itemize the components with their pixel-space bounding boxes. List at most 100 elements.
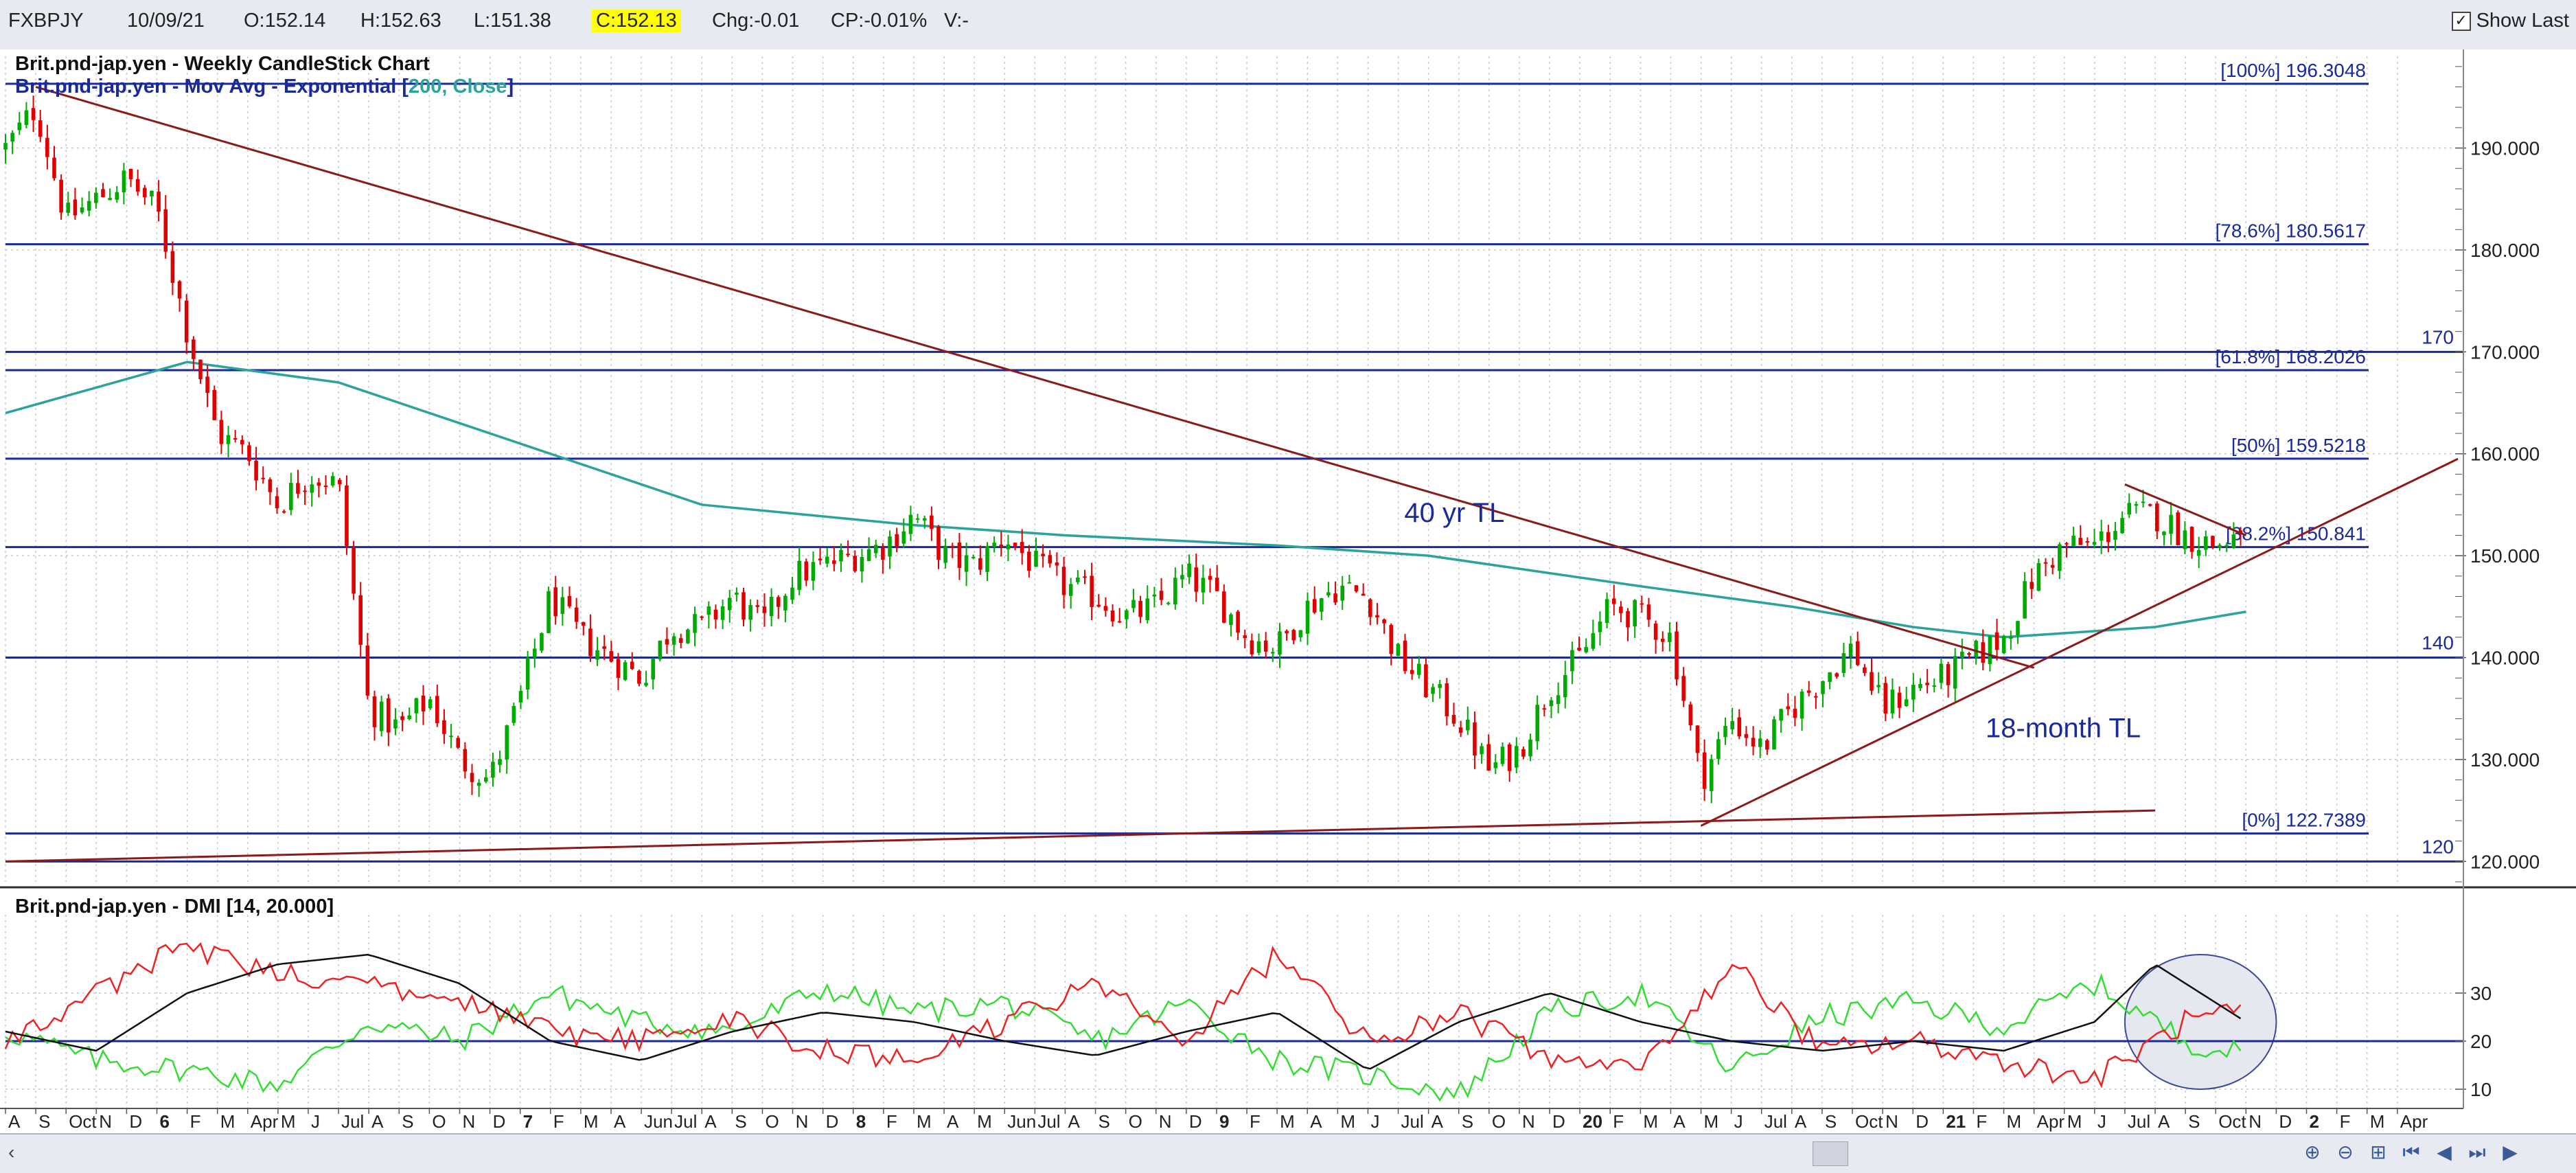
candle-body: [1110, 610, 1115, 622]
horizontal-levels: 170 140 120: [5, 326, 2463, 863]
candle-body: [2127, 503, 2132, 515]
candle-body: [518, 691, 523, 703]
show-last-checkbox[interactable]: ✓: [2451, 11, 2471, 31]
ema-legend-params: 200, Close: [409, 76, 507, 98]
candle-body: [52, 157, 56, 179]
zoom-fit-icon[interactable]: ⊞: [2370, 1141, 2387, 1163]
candle-body: [1278, 631, 1282, 655]
candle-body: [797, 560, 801, 590]
candle-body: [595, 650, 599, 660]
x-tick-label: M: [1280, 1111, 1295, 1132]
candle-body: [567, 595, 572, 606]
trendline-label: 40 yr TL: [1404, 498, 1504, 528]
candle-body: [2050, 565, 2055, 568]
date-label: 10/09/21: [127, 10, 205, 32]
candle-body: [630, 661, 634, 669]
candle-body: [1528, 739, 1532, 757]
candle-body: [651, 659, 655, 680]
show-last-toggle[interactable]: ✓ Show Last: [2451, 10, 2569, 32]
candle-body: [2113, 531, 2117, 540]
x-tick-label: F: [190, 1111, 201, 1132]
candle-body: [658, 640, 663, 660]
candle-body: [1159, 591, 1164, 600]
candle-body: [1870, 672, 1874, 691]
candle-body: [219, 420, 224, 444]
candle-body: [2092, 542, 2097, 545]
candle-body: [846, 554, 850, 556]
candle-body: [1215, 578, 1219, 591]
x-tick-label: J: [1734, 1111, 1743, 1132]
candle-body: [1333, 593, 1337, 603]
candle-body: [1577, 648, 1581, 651]
candle-body: [330, 476, 335, 486]
candle-body: [24, 110, 29, 126]
candle-body: [1486, 744, 1491, 771]
candle-body: [1347, 582, 1352, 584]
candle-body: [957, 542, 962, 568]
first-page-icon[interactable]: ⏮: [2402, 1141, 2420, 1163]
candle-body: [1668, 633, 1672, 642]
x-tick-label: A: [371, 1111, 384, 1132]
main-chart-title: Brit.pnd-jap.yen - Weekly CandleStick Ch…: [15, 53, 430, 75]
last-page-icon[interactable]: ⏭: [2468, 1141, 2486, 1163]
candle-body: [1904, 699, 1909, 707]
previous-page-icon[interactable]: ◀: [2437, 1141, 2452, 1163]
candle-body: [1563, 674, 1567, 698]
x-tick-label: A: [8, 1111, 21, 1132]
x-tick-label: Apr: [2037, 1111, 2065, 1132]
candle-body: [150, 190, 154, 197]
candle-body: [1076, 577, 1080, 582]
y-tick-label: 150.000: [2470, 545, 2540, 567]
x-tick-label: M: [917, 1111, 932, 1132]
candle-body: [2001, 635, 2006, 654]
candle-body: [1061, 567, 1066, 595]
x-tick-label: J: [311, 1111, 320, 1132]
x-tick-label: O: [432, 1111, 446, 1132]
candle-body: [1125, 610, 1129, 619]
candle-body: [1013, 543, 1017, 546]
candle-body: [1918, 683, 1922, 688]
candle-body: [317, 482, 321, 486]
candle-body: [192, 339, 196, 359]
candle-body: [1298, 630, 1303, 637]
candle-body: [930, 515, 934, 529]
candle-body: [1117, 621, 1122, 623]
trendlines[interactable]: 40 yr TL 18-month TL: [5, 86, 2459, 863]
candle-body: [1396, 644, 1401, 656]
scrollbar-thumb[interactable]: [1813, 1141, 1848, 1166]
candle-body: [463, 749, 468, 772]
candle-body: [247, 445, 251, 462]
candle-body: [421, 695, 426, 711]
candle-body: [700, 616, 704, 618]
dmi-layer: [4, 942, 2463, 1102]
scroll-left-icon[interactable]: ‹: [8, 1141, 15, 1163]
candle-body: [310, 484, 314, 493]
x-tick-label: Jul: [341, 1111, 364, 1132]
candle-body: [1932, 685, 1937, 687]
dmi-y-tick-label: 30: [2470, 983, 2492, 1004]
zoom-out-icon[interactable]: ⊖: [2337, 1141, 2354, 1163]
next-page-icon[interactable]: ▶: [2503, 1141, 2518, 1163]
chart-area[interactable]: [100%] 196.3048 [78.6%] 180.5617 [61.8%] 1…: [0, 49, 2576, 1133]
candle-body: [1911, 684, 1916, 700]
x-tick-label: Jul: [674, 1111, 697, 1132]
x-tick-label: S: [2188, 1111, 2200, 1132]
candle-body: [1361, 593, 1366, 596]
candle-body: [281, 511, 286, 513]
candle-body: [1229, 614, 1233, 625]
candle-body: [1222, 591, 1226, 623]
candle-body: [895, 534, 899, 547]
zoom-in-icon[interactable]: ⊕: [2304, 1141, 2321, 1163]
candle-body: [706, 606, 711, 615]
candle-body: [1994, 632, 1999, 650]
candle-body: [1611, 598, 1616, 604]
candle-body: [1779, 709, 1783, 721]
candle-body: [45, 137, 49, 157]
candle-body: [1883, 683, 1888, 714]
candle-body: [1814, 696, 1818, 698]
navigation-bar: ‹ ⊕ ⊖ ⊞ ⏮ ◀ ⏭ ▶: [0, 1133, 2576, 1173]
candle-body: [1939, 663, 1944, 683]
candle-body: [2196, 549, 2201, 556]
x-tick-label: Jul: [1401, 1111, 1424, 1132]
candle-body: [303, 490, 307, 492]
